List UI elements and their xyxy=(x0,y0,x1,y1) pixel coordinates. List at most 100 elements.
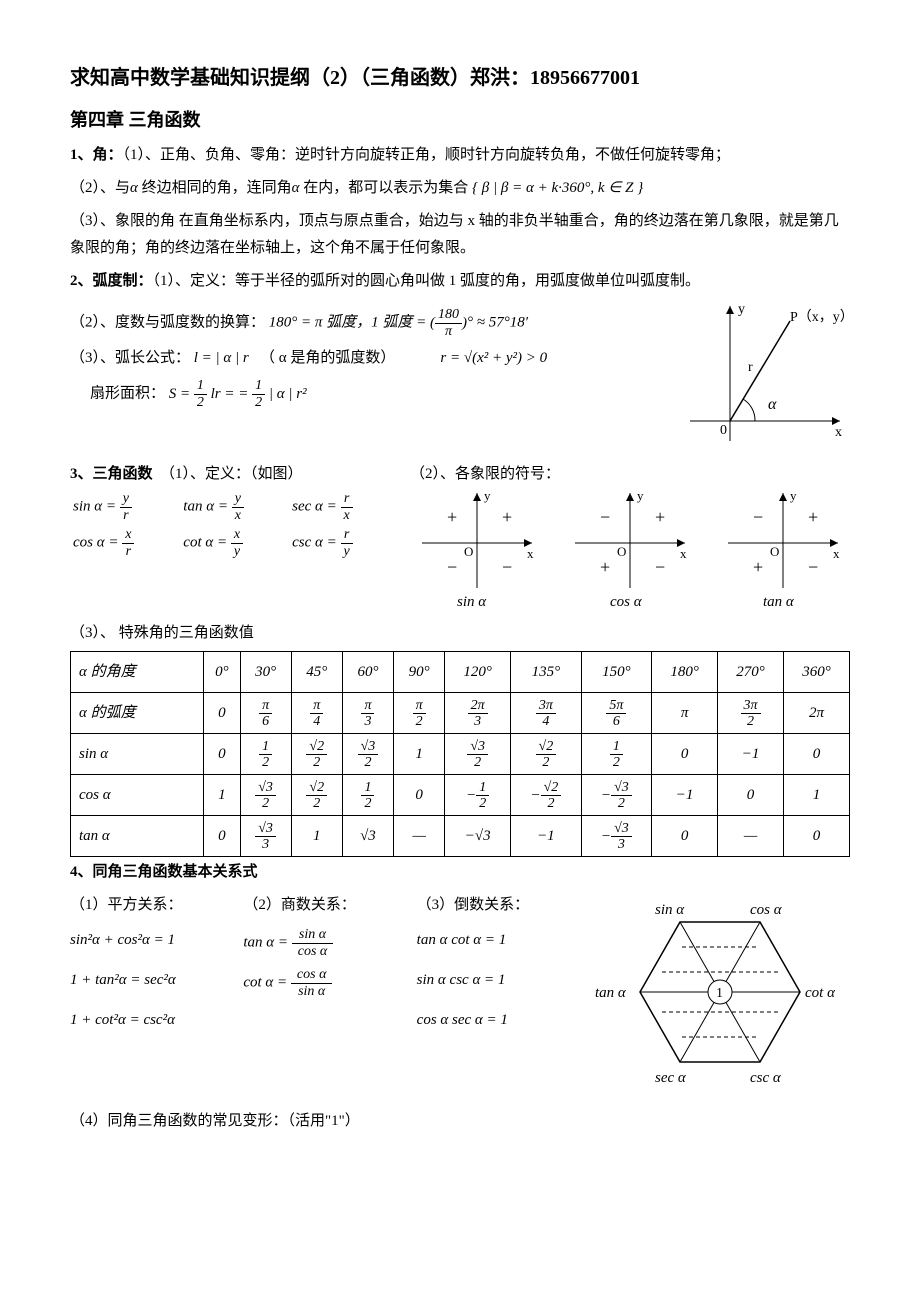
section-1-lead: 1、角： xyxy=(70,147,123,163)
svg-text:y: y xyxy=(790,488,797,503)
table-cell: 1 xyxy=(394,734,445,775)
identity-row-2: 1 + tan²α = sec²α cot α = cos αsin α sin… xyxy=(70,967,580,999)
svg-text:−: − xyxy=(655,557,665,577)
identity-headers: （1）平方关系： （2）商数关系： （3）倒数关系： xyxy=(70,892,580,919)
s2-area: 扇形面积： S = 12 lr = = 12 | α | r² xyxy=(70,378,660,410)
eq-1cot2: 1 + cot²α = csc²α xyxy=(70,1007,233,1034)
table-cell: 5π6 xyxy=(581,693,651,734)
table-cell: −√3 xyxy=(445,816,511,857)
section-4-body: （1）平方关系： （2）商数关系： （3）倒数关系： sin²α + cos²α… xyxy=(70,892,850,1102)
table-cell: — xyxy=(718,816,784,857)
s2-p2: （2）、度数与弧度数的换算： 180° = π 弧度，1 弧度 = (180π)… xyxy=(70,307,660,339)
table-cell: 0 xyxy=(783,816,849,857)
s2-p3b: l = | α | r xyxy=(194,350,249,366)
row-header: sin α xyxy=(71,734,204,775)
section-2-line-1: 2、弧度制：（1）、定义：等于半径的弧所对的圆心角叫做 1 弧度的角，用弧度做单… xyxy=(70,268,850,295)
table-cell: −12 xyxy=(445,775,511,816)
table-cell: 0 xyxy=(718,775,784,816)
s2-area-c: lr = = xyxy=(207,386,252,402)
s2-p2b: 180° = π 弧度，1 弧度 = xyxy=(269,315,430,331)
eq-sin2cos2: sin²α + cos²α = 1 xyxy=(70,927,233,954)
section-2-block: （2）、度数与弧度数的换算： 180° = π 弧度，1 弧度 = (180π)… xyxy=(70,301,850,461)
table-row: sin α012√22√321√32√22120−10 xyxy=(71,734,850,775)
table-cell: 360° xyxy=(783,652,849,693)
table-cell: π4 xyxy=(291,693,342,734)
table-cell: — xyxy=(394,816,445,857)
svg-text:sin α: sin α xyxy=(457,594,487,608)
eq-tan: tan α = sin αcos α xyxy=(243,927,406,959)
eq-sincsc: sin α csc α = 1 xyxy=(417,967,580,994)
s1-set: { β | β = α + k·360°, k ∈ Z } xyxy=(472,180,643,196)
table-cell: 2π3 xyxy=(445,693,511,734)
table-cell: 30° xyxy=(240,652,291,693)
quadrant-sign-diagram: −+−+Oxytan α xyxy=(718,488,848,618)
row-header: α 的弧度 xyxy=(71,693,204,734)
s2-p3: （3）、弧长公式： l = | α | r （ α 是角的弧度数） r = √(… xyxy=(70,345,660,372)
alpha-1: α xyxy=(130,180,138,196)
table-cell: 45° xyxy=(291,652,342,693)
s4-p4: （4）同角三角函数的常见变形：（活用"1"） xyxy=(70,1108,850,1135)
page-title: 求知高中数学基础知识提纲（2）（三角函数）郑洪：18956677001 xyxy=(70,60,850,96)
s2-p2c: ° ≈ 57°18′ xyxy=(467,315,528,331)
def-cos: cos α = xr xyxy=(72,526,180,560)
table-cell: √22 xyxy=(511,734,581,775)
row-header: cos α xyxy=(71,775,204,816)
svg-text:y: y xyxy=(484,488,491,503)
table-cell: 0 xyxy=(204,734,240,775)
s1-p2b: 终边相同的角，连同角 xyxy=(142,180,292,196)
svg-text:y: y xyxy=(637,488,644,503)
trig-def-table: sin α = yr tan α = yx sec α = rx cos α =… xyxy=(70,488,400,562)
table-cell: −√32 xyxy=(581,775,651,816)
s1-p2c: 在内，都可以表示为集合 xyxy=(303,180,468,196)
svg-text:x: x xyxy=(527,546,534,561)
svg-text:x: x xyxy=(833,546,840,561)
s1-p1-text: （1）、正角、负角、零角：逆时针方向旋转正角，顺时针方向旋转负角，不做任何旋转零… xyxy=(123,147,731,163)
svg-text:sec α: sec α xyxy=(655,1070,687,1086)
table-cell: −1 xyxy=(511,816,581,857)
svg-text:tan α: tan α xyxy=(595,985,627,1001)
hexagon-diagram: 1 sin α cos α tan α cot α sec α csc α xyxy=(590,892,850,1102)
section-3-body: sin α = yr tan α = yx sec α = rx cos α =… xyxy=(70,488,850,618)
svg-text:+: + xyxy=(808,507,818,527)
section-1-line-1: 1、角：（1）、正角、负角、零角：逆时针方向旋转正角，顺时针方向旋转负角，不做任… xyxy=(70,142,850,169)
table-cell: 3π4 xyxy=(511,693,581,734)
table-cell: π2 xyxy=(394,693,445,734)
section-4-lead-line: 4、同角三角函数基本关系式 xyxy=(70,859,850,886)
svg-text:+: + xyxy=(447,507,457,527)
svg-text:−: − xyxy=(753,507,763,527)
table-cell: −1 xyxy=(652,775,718,816)
svg-text:x: x xyxy=(680,546,687,561)
svg-text:sin α: sin α xyxy=(655,902,685,918)
sign-diagrams: ++−−Oxysin α−+−+Oxycos α−+−+Oxytan α xyxy=(410,488,850,618)
def-sin: sin α = yr xyxy=(72,490,180,524)
s2-p2-frac: (180π) xyxy=(430,315,467,331)
table-cell: 0 xyxy=(783,734,849,775)
svg-text:P（x，y）: P（x，y） xyxy=(790,309,850,325)
s3-right: （2）、各象限的符号： xyxy=(410,461,560,488)
table-cell: 0 xyxy=(204,816,240,857)
identity-row-3: 1 + cot²α = csc²α cos α sec α = 1 xyxy=(70,1007,580,1034)
section-1-line-3: （3）、象限的角 在直角坐标系内，顶点与原点重合，始边与 x 轴的非负半轴重合，… xyxy=(70,208,850,262)
row-header: α 的角度 xyxy=(71,652,204,693)
section-2-lead: 2、弧度制： xyxy=(70,273,153,289)
table-cell: 1 xyxy=(204,775,240,816)
svg-text:+: + xyxy=(655,507,665,527)
s2-p1: （1）、定义：等于半径的弧所对的圆心角叫做 1 弧度的角，用弧度做单位叫弧度制。 xyxy=(153,273,701,289)
s2-area-a: 扇形面积： xyxy=(90,386,165,402)
svg-text:+: + xyxy=(753,557,763,577)
table-cell: 135° xyxy=(511,652,581,693)
table-row: α 的弧度0π6π4π3π22π33π45π6π3π22π xyxy=(71,693,850,734)
table-cell: √22 xyxy=(291,775,342,816)
s3-left: 3、三角函数 （1）、定义：（如图） xyxy=(70,461,400,488)
svg-text:−: − xyxy=(447,557,457,577)
table-row: tan α0√331√3—−√3−1−√330—0 xyxy=(71,816,850,857)
svg-text:−: − xyxy=(600,507,610,527)
section-4-lead: 4、同角三角函数基本关系式 xyxy=(70,864,258,880)
table-row: cos α1√32√22120−12−√22−√32−101 xyxy=(71,775,850,816)
svg-text:α: α xyxy=(768,396,777,413)
s4-h2: （2）商数关系： xyxy=(243,892,406,919)
table-cell: −√33 xyxy=(581,816,651,857)
table-cell: 0 xyxy=(394,775,445,816)
eq-cot: cot α = cos αsin α xyxy=(243,967,406,999)
table-row: α 的角度0°30°45°60°90°120°135°150°180°270°3… xyxy=(71,652,850,693)
